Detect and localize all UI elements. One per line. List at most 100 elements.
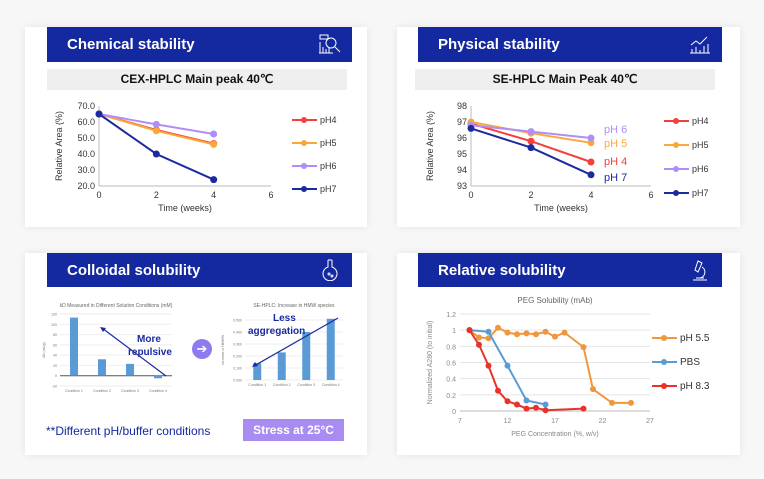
y-tick-label: 0.100: [233, 367, 242, 371]
legend-label: pH5: [692, 140, 709, 150]
y-tick-label: 0.6: [446, 361, 456, 368]
data-point: [527, 128, 535, 136]
arrowhead: [252, 362, 258, 367]
y-tick-label: 60.0: [77, 117, 95, 127]
data-point: [587, 171, 595, 179]
hmw-bar-chart: SE-HPLC: Increase in HMW species 0.000 0.1…: [221, 303, 343, 387]
panel-header: Chemical stability: [47, 27, 352, 62]
data-point: [587, 139, 595, 147]
legend-label: pH5: [320, 138, 337, 148]
data-point: [628, 399, 634, 406]
data-point: [485, 362, 492, 369]
y-tick-label: 1.2: [446, 312, 456, 319]
legend-label: pH6: [692, 164, 709, 174]
bar: [98, 359, 106, 376]
annotation-less: Less: [273, 313, 296, 324]
data-point: [527, 137, 535, 145]
chart-subtitle: CEX-HPLC Main peak 40℃: [47, 69, 347, 90]
legend-marker: [661, 335, 667, 341]
bar: [126, 363, 134, 376]
y-tick-label: 0.4: [446, 377, 456, 384]
data-point: [476, 334, 482, 341]
data-point: [466, 327, 473, 334]
data-point: [587, 134, 595, 142]
trend-arrow: [101, 327, 167, 377]
bar: [154, 375, 162, 379]
data-point: [542, 401, 549, 408]
data-point: [523, 405, 530, 412]
legend-marker: [673, 118, 679, 124]
bar: [277, 352, 286, 380]
y-tick-label: 30.0: [77, 165, 95, 175]
data-point: [542, 328, 549, 335]
stress-button[interactable]: Stress at 25°C: [243, 419, 344, 441]
x-tick-label: 2: [528, 190, 533, 200]
panel-title: Chemical stability: [67, 36, 195, 53]
panel-header: Physical stability: [418, 27, 722, 62]
y-axis-label: kD (mL/g): [42, 342, 46, 357]
legend-marker: [661, 383, 667, 389]
y-tick-label: 0: [452, 409, 456, 416]
y-axis-label: Increase in HMW%: [221, 335, 225, 365]
series-annotation: pH 7: [604, 172, 627, 184]
legend-label: PBS: [680, 357, 700, 368]
legend-label: pH7: [320, 184, 337, 194]
y-tick-label: 50.0: [77, 133, 95, 143]
data-point: [552, 333, 558, 340]
series-line-pH5.5: [468, 326, 631, 404]
legend-label: pH4: [692, 116, 709, 126]
arrowhead: [100, 327, 106, 332]
x-tick-label: Condition 1: [65, 389, 83, 393]
x-tick-label: 0: [468, 190, 473, 200]
legend-label: pH6: [320, 161, 337, 171]
data-point: [533, 331, 539, 338]
data-point: [580, 344, 587, 351]
cex-hplc-chart: 20.0 30.0 40.0 50.0 60.0 70.0 0 2 4 6 Time (weeks)…: [54, 101, 337, 213]
chart-subtitle: SE-HPLC Main Peak 40℃: [415, 69, 715, 90]
panel-title: Physical stability: [438, 36, 560, 53]
data-point: [95, 110, 103, 118]
legend-marker: [301, 140, 307, 146]
data-point: [609, 399, 615, 406]
legend-label: pH7: [692, 188, 709, 198]
y-tick-label: 96: [457, 133, 467, 143]
data-point: [523, 330, 530, 337]
kd-bar-chart: kD Measured in Different Solution Condit…: [42, 303, 173, 393]
y-tick-label: 0.000: [233, 379, 242, 383]
data-point: [495, 324, 501, 331]
y-tick-label: 100: [51, 323, 57, 327]
y-tick-label: 95: [457, 149, 467, 159]
data-point: [527, 144, 535, 152]
series-line-pH8.3: [468, 329, 584, 412]
legend-marker: [301, 117, 307, 123]
data-point: [587, 158, 595, 166]
x-tick-label: 22: [599, 418, 607, 425]
trend-arrow: [253, 317, 339, 367]
y-tick-label: 0.500: [233, 319, 242, 323]
legend-marker: [301, 163, 307, 169]
y-axis-label: Normalized A280 (to initial): [427, 321, 434, 405]
y-tick-label: 98: [457, 101, 467, 111]
y-tick-label: 70.0: [77, 101, 95, 111]
y-tick-label: 93: [457, 181, 467, 191]
bar: [253, 363, 262, 380]
y-tick-label: 94: [457, 165, 467, 175]
x-tick-label: Condition 2: [93, 389, 111, 393]
y-tick-label: 0.200: [233, 355, 242, 359]
series-annotation: pH 4: [604, 156, 627, 168]
series-annotation: pH 5: [604, 138, 627, 150]
x-axis-label: PEG Concentration (%, w/v): [511, 431, 599, 438]
x-tick-label: 6: [648, 190, 653, 200]
chart-title: SE-HPLC: Increase in HMW species: [253, 303, 335, 309]
chart-title: kD Measured in Different Solution Condit…: [60, 303, 173, 309]
data-point: [504, 362, 511, 369]
y-tick-label: 0.400: [233, 331, 242, 335]
y-tick-label: 40.0: [77, 149, 95, 159]
data-point: [467, 124, 475, 132]
data-point: [210, 130, 218, 138]
annotation-repulsive: repulsive: [128, 347, 172, 358]
data-point: [152, 120, 160, 128]
y-tick-label: 0: [55, 374, 57, 378]
x-axis-label: Time (weeks): [534, 203, 588, 213]
conditions-note: **Different pH/buffer conditions: [46, 424, 211, 438]
